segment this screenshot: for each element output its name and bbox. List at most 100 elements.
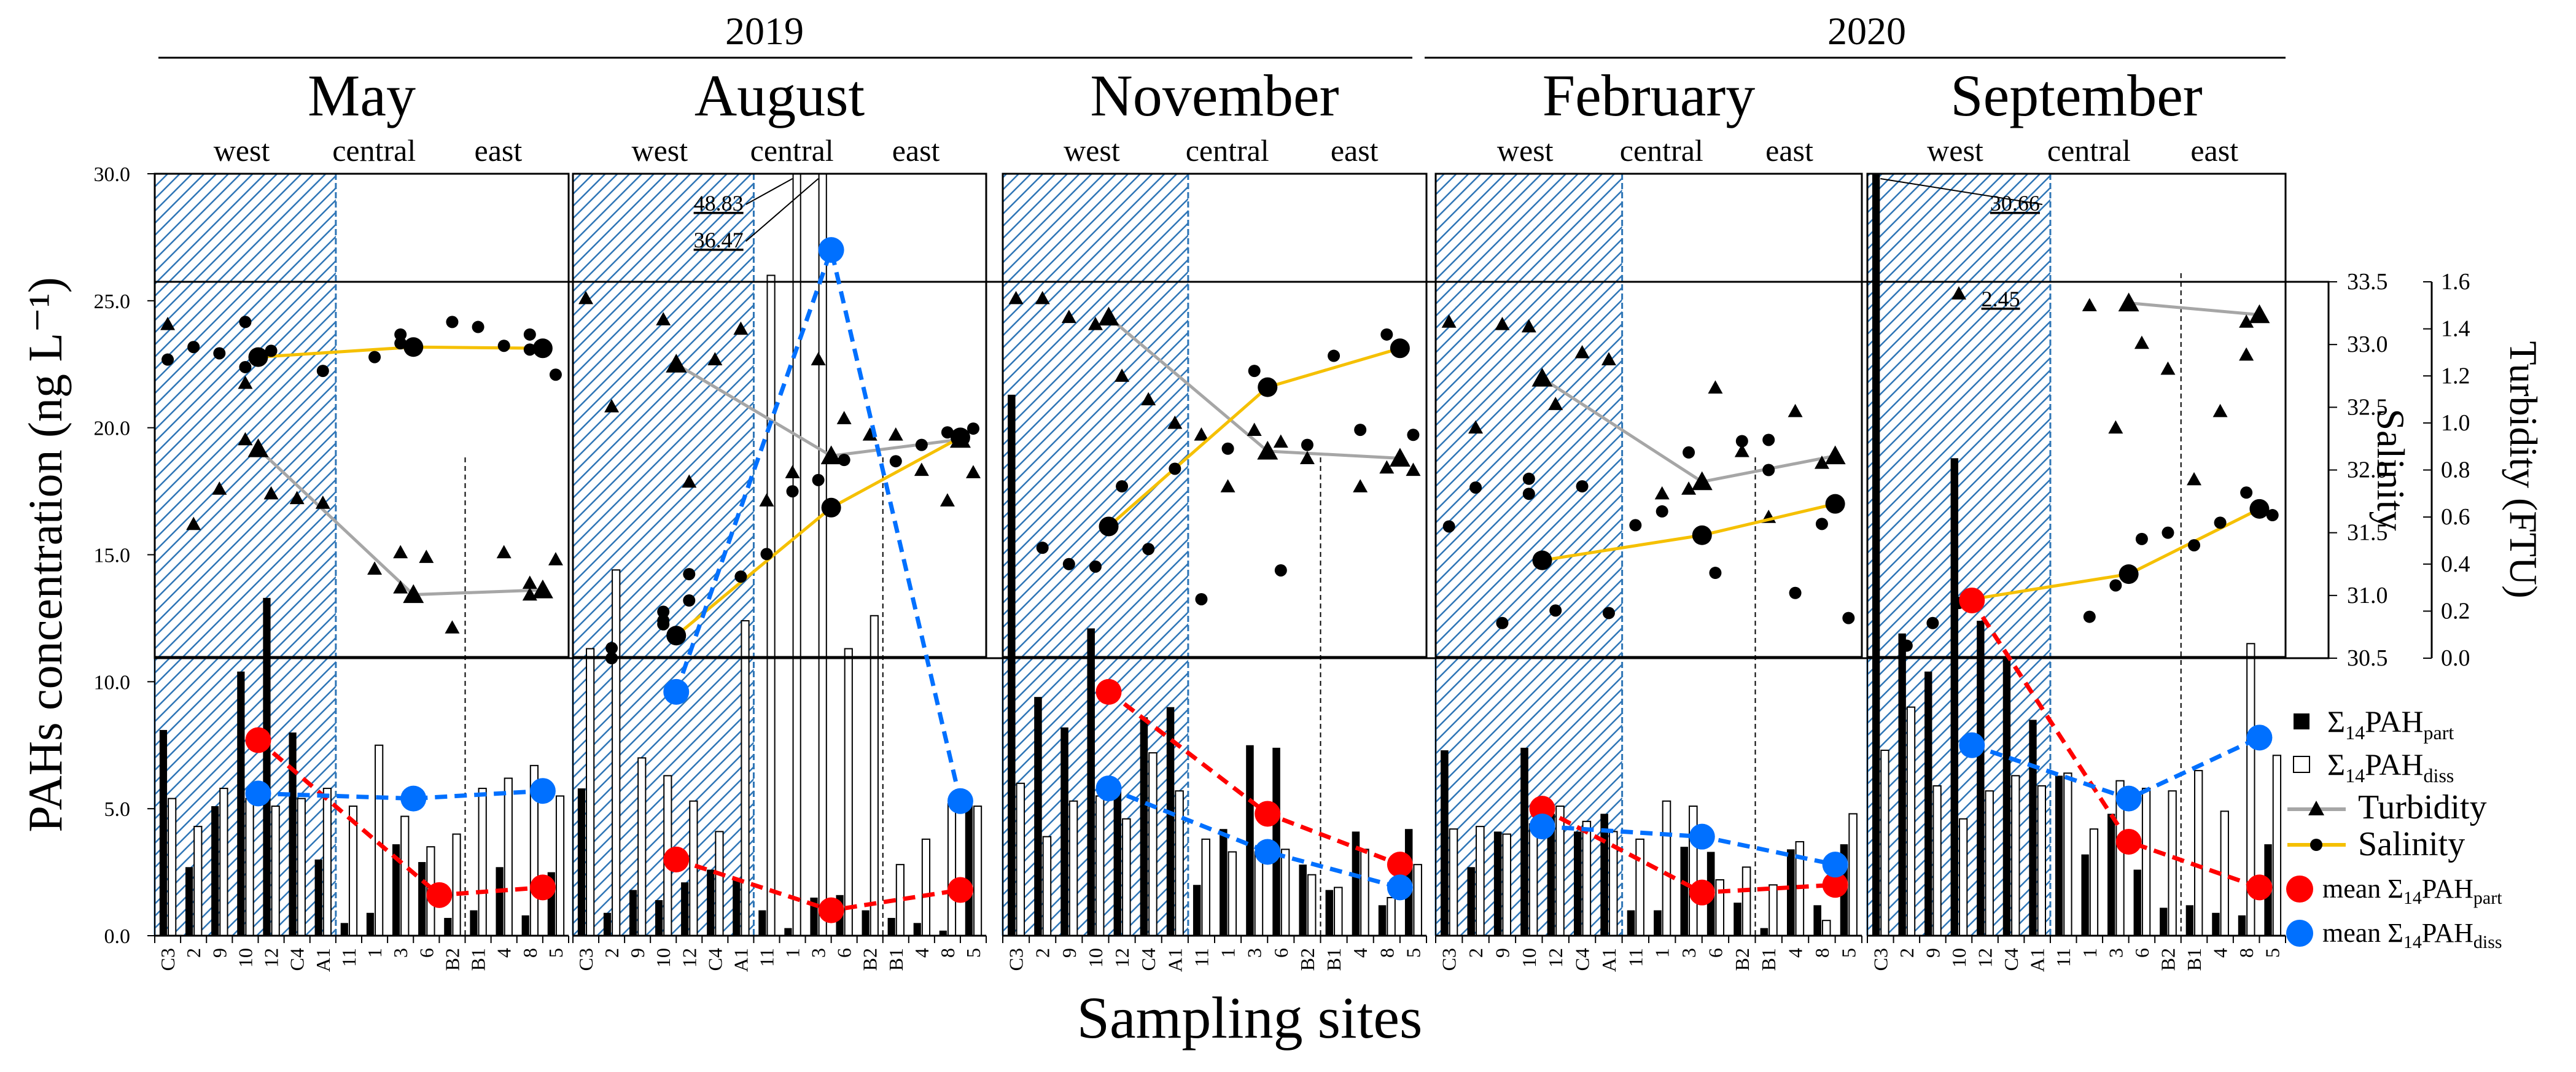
bar-part bbox=[2185, 905, 2194, 936]
turbidity-point bbox=[1406, 462, 1421, 476]
bar-diss bbox=[1880, 750, 1889, 936]
legend-diss-part: diss bbox=[2424, 764, 2454, 787]
x-tick-label: 9 bbox=[208, 948, 230, 958]
salinity-point bbox=[549, 368, 562, 381]
bar-diss bbox=[375, 744, 384, 936]
region-label: east bbox=[475, 133, 523, 168]
bar-diss bbox=[1148, 752, 1158, 937]
turbidity-point bbox=[1468, 420, 1484, 434]
salinity-point bbox=[239, 316, 252, 328]
turbidity-point bbox=[914, 462, 929, 476]
salinity-point bbox=[523, 343, 536, 356]
bar-part bbox=[1378, 905, 1387, 936]
bar-part bbox=[733, 879, 741, 936]
salinity-point bbox=[734, 570, 747, 583]
salinity-point bbox=[2214, 516, 2227, 529]
turbidity-point bbox=[315, 495, 330, 509]
bar-diss bbox=[1958, 818, 1968, 937]
turbidity-tick-label: 1.2 bbox=[2441, 363, 2470, 389]
turbidity-point bbox=[1035, 290, 1050, 305]
bar-diss bbox=[818, 173, 827, 936]
mean-diss-marker bbox=[663, 678, 690, 705]
x-tick-label: 2 bbox=[1465, 948, 1487, 958]
salinity-mean-marker bbox=[1825, 494, 1845, 514]
bar-part bbox=[366, 912, 375, 936]
region-label: east bbox=[2190, 133, 2238, 168]
turbidity-point bbox=[522, 575, 537, 589]
bar-diss bbox=[1906, 706, 1916, 936]
salinity-tick-label: 32.0 bbox=[2347, 457, 2388, 483]
salinity-point bbox=[1036, 542, 1049, 554]
x-tick-label: 11 bbox=[755, 948, 777, 967]
salinity-point bbox=[1169, 462, 1181, 475]
turbidity-mean-marker bbox=[247, 438, 269, 457]
mean-part-marker bbox=[1529, 796, 1555, 822]
salinity-point bbox=[1709, 567, 1722, 580]
turbidity-mean-line bbox=[2128, 301, 2260, 317]
bar-part bbox=[1352, 831, 1360, 936]
bar-part bbox=[1220, 829, 1228, 936]
bar-part bbox=[2107, 814, 2115, 936]
x-tick-label: C3 bbox=[1438, 948, 1460, 971]
legend-mean-diss-part: diss bbox=[2473, 932, 2502, 952]
legend-diss: Σ14PAHdiss bbox=[2327, 747, 2454, 787]
salinity-point bbox=[394, 337, 407, 350]
bar-diss bbox=[2220, 810, 2229, 937]
bar-part bbox=[1087, 628, 1095, 936]
turbidity-point bbox=[2239, 314, 2254, 328]
month-label: September bbox=[1950, 63, 2203, 128]
bar-part bbox=[1734, 903, 1741, 936]
turbidity-point bbox=[965, 465, 981, 478]
bar-part bbox=[2002, 656, 2011, 936]
bar-diss bbox=[1662, 800, 1671, 937]
salinity-point bbox=[1062, 557, 1075, 570]
salinity-point bbox=[1469, 481, 1482, 494]
bar-part bbox=[2238, 915, 2246, 936]
turbidity-point bbox=[1951, 286, 1966, 300]
month-label: February bbox=[1543, 63, 1756, 128]
turbidity-point bbox=[604, 399, 620, 413]
x-tick-label: B1 bbox=[467, 948, 489, 971]
x-tick-label: 8 bbox=[1376, 948, 1398, 958]
x-tick-label: C3 bbox=[575, 948, 597, 971]
salinity-point bbox=[1354, 424, 1367, 437]
salinity-tick-label: 33.5 bbox=[2347, 269, 2388, 295]
turbidity-point bbox=[445, 620, 460, 634]
bar-diss bbox=[452, 833, 461, 936]
bar-part bbox=[2133, 869, 2141, 936]
turbidity-point bbox=[1141, 392, 1156, 406]
salinity-point bbox=[2135, 532, 2148, 545]
bar-part bbox=[2212, 912, 2220, 936]
legend-diss-part: PAH bbox=[2365, 747, 2423, 782]
region-label: west bbox=[632, 133, 688, 168]
salinity-point bbox=[1274, 564, 1287, 577]
salinity-point bbox=[1089, 560, 1102, 573]
turbidity-mean-marker bbox=[1257, 440, 1278, 460]
turbidity-point bbox=[1548, 397, 1563, 410]
bar-diss bbox=[947, 802, 957, 936]
mean-diss-marker bbox=[400, 785, 427, 812]
bar-diss bbox=[1985, 790, 1994, 936]
x-tick-label: 3 bbox=[1243, 948, 1266, 958]
turbidity-point bbox=[393, 580, 408, 594]
turbidity-mean-marker bbox=[666, 354, 687, 373]
y-tick-label: 10.0 bbox=[94, 671, 131, 694]
turbidity-mean-marker bbox=[403, 584, 424, 604]
salinity-point bbox=[2266, 509, 2279, 522]
legend-mean-part-part: PAH bbox=[2422, 874, 2473, 904]
salinity-point bbox=[1549, 604, 1562, 617]
bar-diss bbox=[1555, 806, 1565, 937]
bar-diss bbox=[2089, 828, 2099, 937]
bar-diss bbox=[504, 777, 513, 936]
legend-diss-part: 14 bbox=[2345, 764, 2365, 787]
legend-swatch-salinity-marker bbox=[2310, 839, 2322, 851]
bar-diss bbox=[1476, 826, 1485, 936]
bar-value-leader bbox=[1880, 178, 2043, 205]
mean-diss-marker bbox=[529, 778, 556, 804]
turbidity-point bbox=[1299, 451, 1315, 464]
bar-diss bbox=[1016, 782, 1025, 937]
bar-part bbox=[1193, 885, 1201, 936]
salinity-point bbox=[1142, 543, 1155, 556]
bar-part bbox=[340, 923, 348, 936]
